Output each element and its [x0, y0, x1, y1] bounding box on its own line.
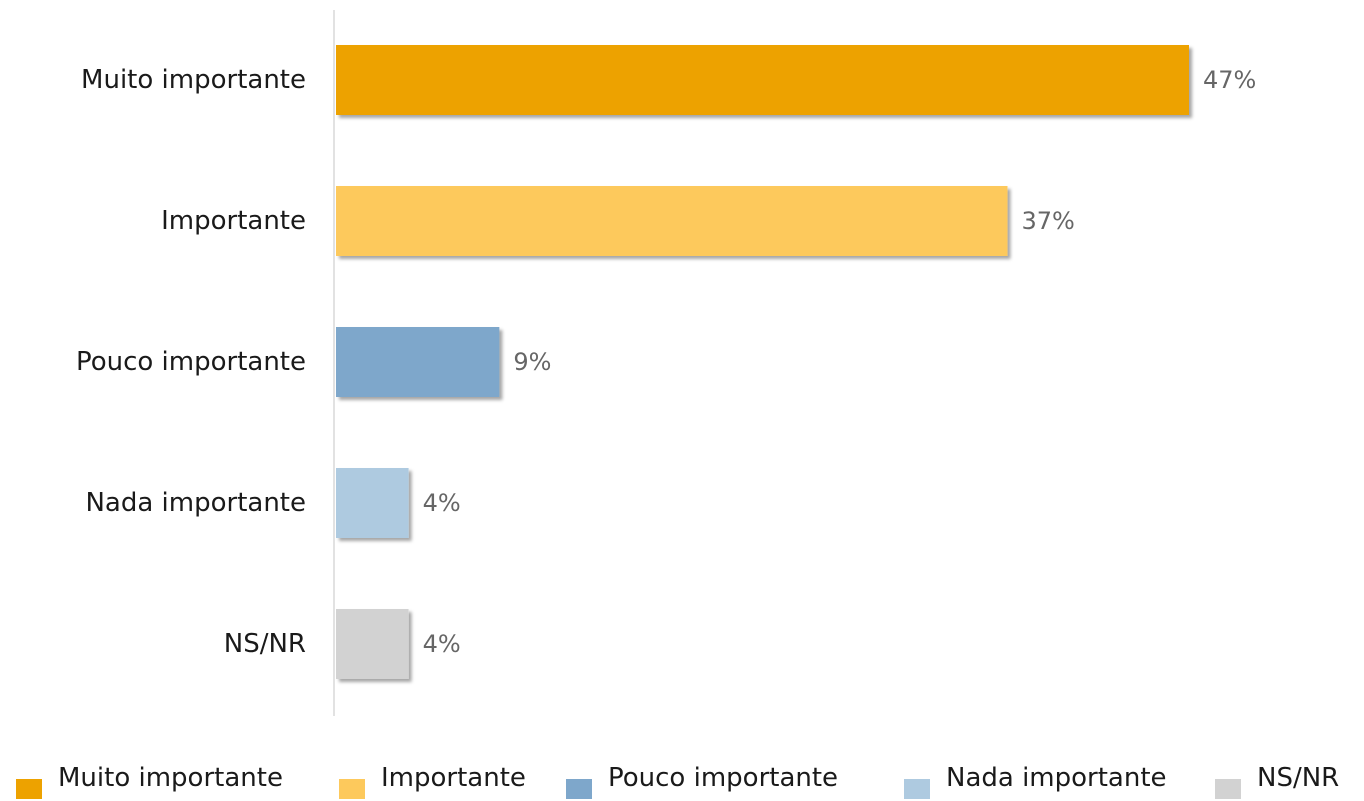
legend-item-muito-importante: Muito importante [16, 763, 283, 799]
legend-label-nada-importante: Nada importante [946, 763, 1167, 793]
legend-item-importante: Importante [339, 763, 526, 799]
value-label-muito-importante: 47% [1203, 66, 1256, 94]
value-label-nada-importante: 4% [423, 489, 461, 517]
legend: Muito importante Importante Pouco importan… [16, 763, 1339, 799]
value-label-importante: 37% [1022, 207, 1075, 235]
legend-label-muito-importante: Muito importante [58, 763, 283, 793]
labels-layer: Muito importante 47% Importante 37% Pouco im… [76, 65, 1256, 659]
bar-ns-nr [336, 609, 409, 679]
legend-swatch-pouco-importante [566, 779, 592, 799]
category-label-pouco-importante: Pouco importante [76, 347, 306, 377]
category-label-ns-nr: NS/NR [224, 629, 306, 659]
legend-label-ns-nr: NS/NR [1257, 763, 1339, 793]
legend-item-pouco-importante: Pouco importante [566, 763, 838, 799]
legend-swatch-nada-importante [904, 779, 930, 799]
legend-item-nada-importante: Nada importante [904, 763, 1167, 799]
bar-nada-importante [336, 468, 409, 538]
category-label-nada-importante: Nada importante [85, 488, 306, 518]
legend-item-ns-nr: NS/NR [1215, 763, 1339, 799]
category-label-muito-importante: Muito importante [81, 65, 306, 95]
category-label-importante: Importante [161, 206, 306, 236]
legend-label-pouco-importante: Pouco importante [608, 763, 838, 793]
legend-swatch-ns-nr [1215, 779, 1241, 799]
legend-label-importante: Importante [381, 763, 526, 793]
bars-layer [336, 45, 1189, 679]
bar-muito-importante [336, 45, 1189, 115]
legend-swatch-importante [339, 779, 365, 799]
value-label-pouco-importante: 9% [513, 348, 551, 376]
value-label-ns-nr: 4% [423, 630, 461, 658]
legend-swatch-muito-importante [16, 779, 42, 799]
bar-pouco-importante [336, 327, 500, 397]
bar-importante [336, 186, 1008, 256]
